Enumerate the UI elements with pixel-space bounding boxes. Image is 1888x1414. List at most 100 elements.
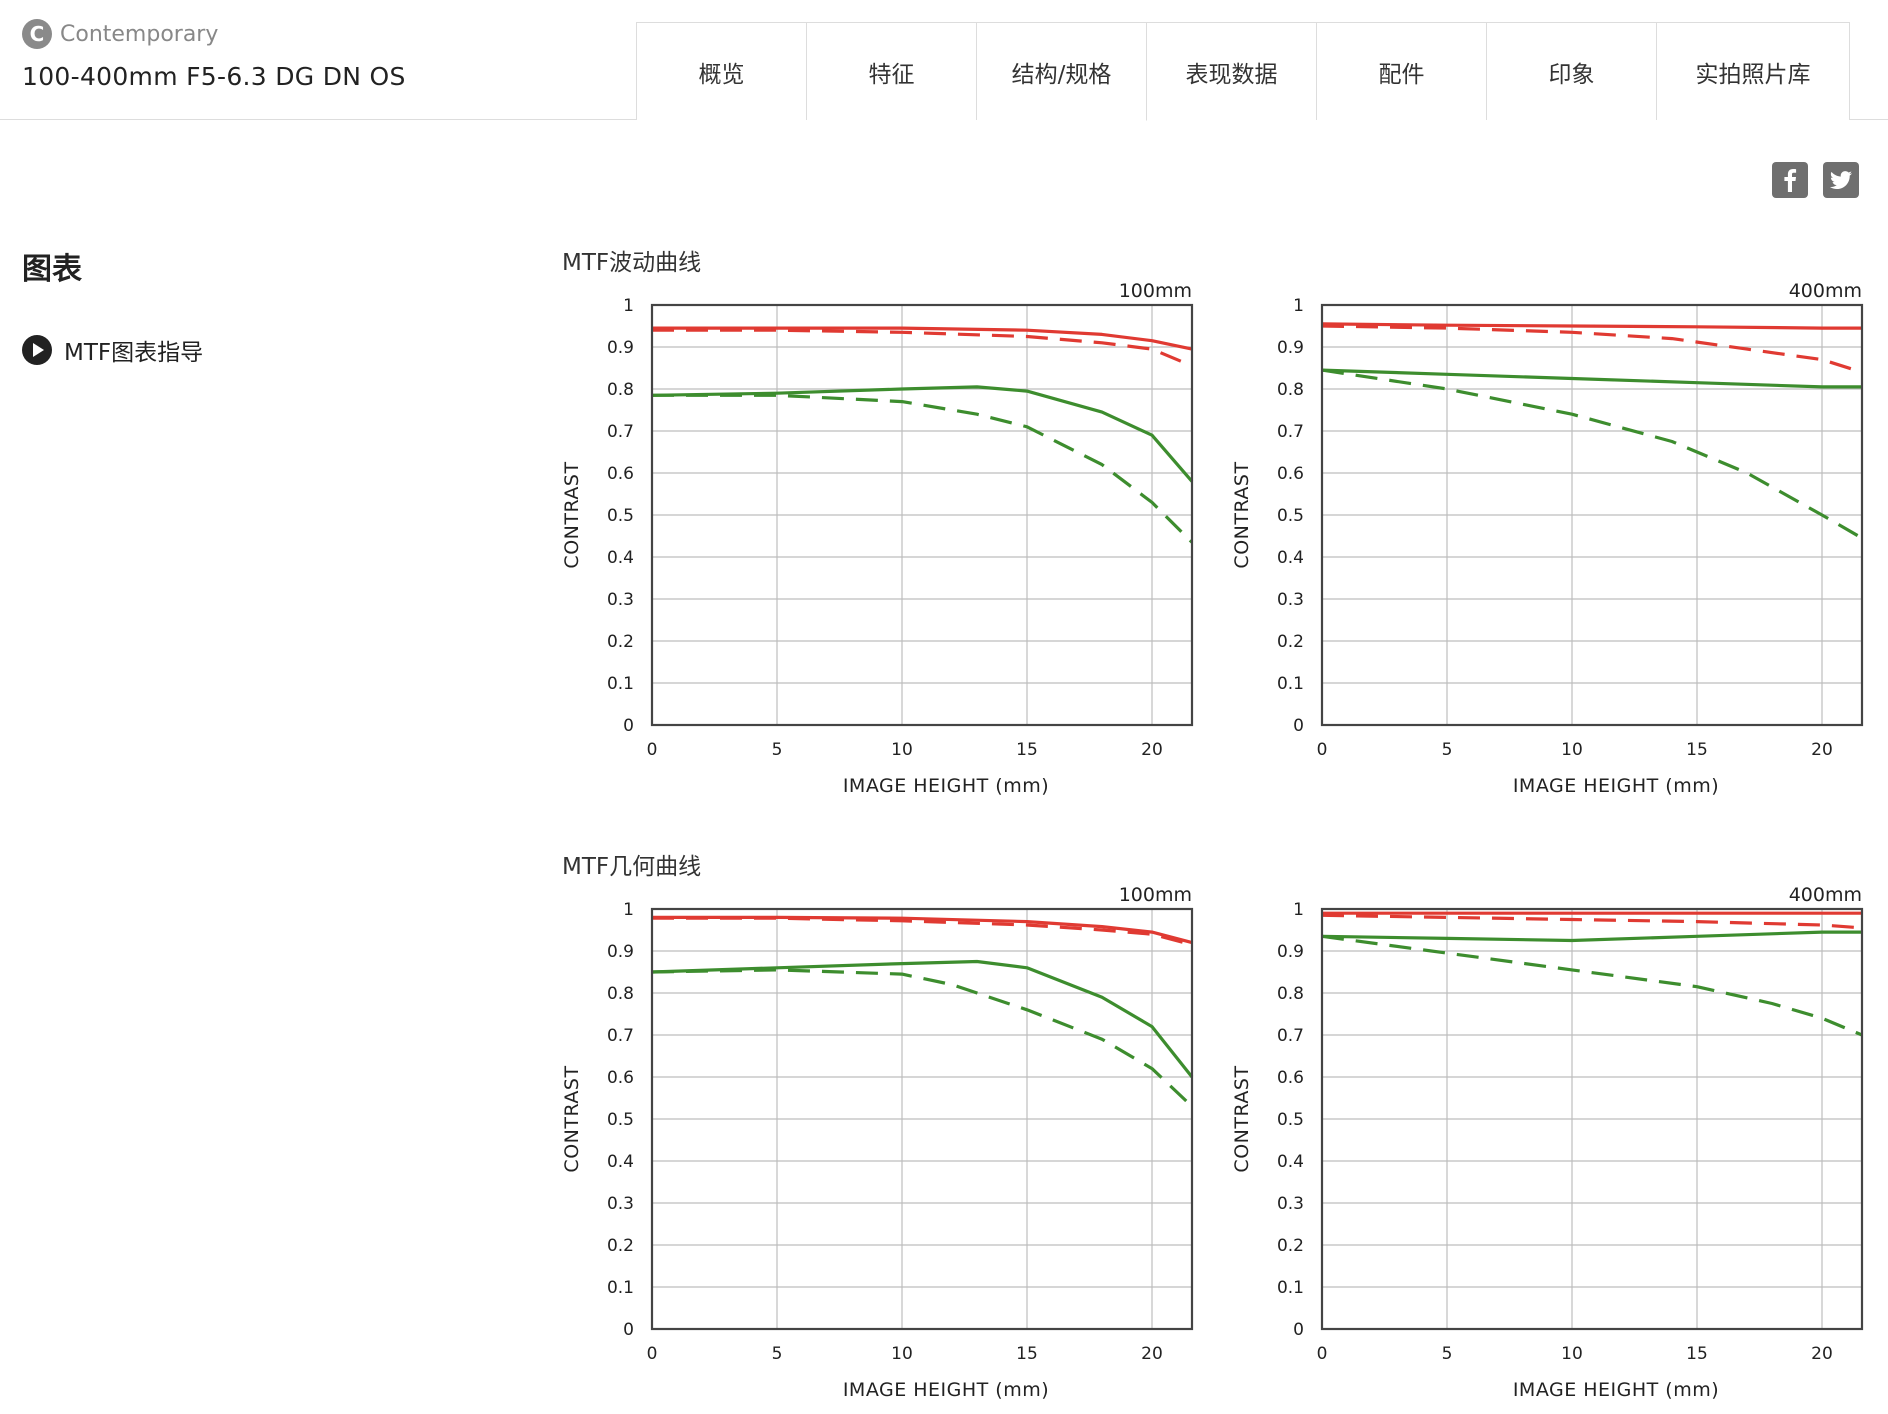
y-tick-label: 0.9 (1277, 942, 1304, 962)
mtf-chart-geometric-100mm: 00.10.20.30.40.50.60.70.80.910 5 10 15 20100… (561, 884, 1194, 1401)
y-tick-label: 0.5 (607, 506, 634, 526)
x-tick-label: 5 (772, 1344, 783, 1364)
y-tick-label: 1 (623, 296, 634, 316)
x-tick-label: 10 (1561, 740, 1583, 760)
facebook-share-button[interactable] (1772, 162, 1808, 198)
plot-frame (1320, 303, 1864, 727)
x-tick-label: 5 (772, 740, 783, 760)
y-tick-label: 0.2 (607, 632, 634, 652)
series-line-red-dashed (652, 328, 1193, 368)
series-line-green-solid (651, 385, 1194, 483)
contemporary-c-icon: C (22, 19, 52, 49)
tab-construction-specs[interactable]: 结构/规格 (976, 22, 1146, 120)
series-line-green-dashed (1321, 368, 1863, 540)
y-tick-label: 0.6 (1277, 1068, 1304, 1088)
y-tick-label: 0.1 (1277, 1278, 1304, 1298)
series-line-red-solid (652, 915, 1193, 945)
y-tick-label: 0.3 (1277, 590, 1304, 610)
y-tick-label: 0.5 (1277, 506, 1304, 526)
y-tick-label: 0.9 (607, 338, 634, 358)
brand-logo[interactable]: C Contemporary (22, 18, 218, 50)
y-axis-label: CONTRAST (1231, 1065, 1253, 1172)
plot-frame (1320, 907, 1864, 1331)
series-line-red-dashed (652, 916, 1193, 947)
tab-photo-gallery[interactable]: 实拍照片库 (1656, 22, 1850, 120)
y-tick-label: 0.2 (1277, 632, 1304, 652)
product-title: 100-400mm F5-6.3 DG DN OS (22, 62, 406, 91)
section-title-geometric: MTF几何曲线 (562, 854, 702, 880)
y-tick-label: 0.3 (607, 1194, 634, 1214)
y-tick-label: 0.4 (607, 1152, 634, 1172)
x-tick-label: 10 (1561, 1344, 1583, 1364)
y-tick-label: 0 (1293, 1320, 1304, 1340)
y-tick-label: 0.5 (607, 1110, 634, 1130)
twitter-icon (1830, 171, 1852, 189)
y-axis-label: CONTRAST (1231, 461, 1253, 568)
twitter-share-button[interactable] (1823, 162, 1859, 198)
y-axis-label: CONTRAST (561, 461, 583, 568)
focal-length-label: 400mm (1789, 280, 1862, 302)
x-tick-label: 20 (1141, 1344, 1163, 1364)
x-tick-label: 20 (1811, 740, 1833, 760)
series-line-red-solid (652, 326, 1193, 351)
y-tick-label: 0.4 (1277, 1152, 1304, 1172)
x-axis-label: IMAGE HEIGHT (mm) (1513, 1379, 1719, 1401)
y-tick-label: 0.6 (607, 464, 634, 484)
x-tick-label: 5 (1442, 1344, 1453, 1364)
facebook-icon (1784, 169, 1797, 192)
x-tick-label: 10 (891, 1344, 913, 1364)
x-tick-label: 0 (647, 740, 658, 760)
site-header: C Contemporary 100-400mm F5-6.3 DG DN OS… (0, 0, 1888, 121)
y-tick-label: 0.3 (1277, 1194, 1304, 1214)
mtf-chart-geometric-400mm: 00.10.20.30.40.50.60.70.80.910 5 10 15 20400… (1231, 884, 1864, 1401)
plot-frame (650, 907, 1194, 1331)
y-tick-label: 0.1 (607, 1278, 634, 1298)
y-tick-label: 0.8 (607, 984, 634, 1004)
x-axis-label: IMAGE HEIGHT (mm) (843, 775, 1049, 797)
x-axis-label: IMAGE HEIGHT (mm) (843, 1379, 1049, 1401)
y-tick-label: 0.6 (607, 1068, 634, 1088)
focal-length-label: 100mm (1119, 884, 1192, 906)
y-tick-label: 0 (623, 716, 634, 736)
x-tick-label: 15 (1686, 740, 1708, 760)
tab-performance-data[interactable]: 表现数据 (1146, 22, 1316, 121)
x-tick-label: 20 (1141, 740, 1163, 760)
y-tick-label: 1 (1293, 900, 1304, 920)
series-line-red-dashed (1321, 913, 1863, 930)
section-title-diffraction: MTF波动曲线 (562, 250, 702, 276)
x-tick-label: 10 (891, 740, 913, 760)
x-tick-label: 0 (1317, 740, 1328, 760)
x-tick-label: 15 (1016, 1344, 1038, 1364)
plot-frame (650, 303, 1194, 727)
x-tick-label: 15 (1686, 1344, 1708, 1364)
y-tick-label: 0.7 (1277, 422, 1304, 442)
y-tick-label: 0.6 (1277, 464, 1304, 484)
grid (1321, 304, 1862, 726)
tab-features[interactable]: 特征 (806, 22, 976, 120)
y-tick-label: 0.5 (1277, 1110, 1304, 1130)
y-tick-label: 0.4 (607, 548, 634, 568)
x-axis-label: IMAGE HEIGHT (mm) (1513, 775, 1719, 797)
series-line-green-solid (651, 959, 1194, 1078)
y-tick-label: 1 (623, 900, 634, 920)
y-tick-label: 0 (623, 1320, 634, 1340)
series-line-red-dashed (1321, 324, 1863, 374)
nav-tabs: 概览 特征 结构/规格 表现数据 配件 印象 实拍照片库 (636, 22, 1850, 121)
y-tick-label: 0.2 (1277, 1236, 1304, 1256)
tab-impressions[interactable]: 印象 (1486, 22, 1656, 120)
y-tick-label: 1 (1293, 296, 1304, 316)
focal-length-label: 100mm (1119, 280, 1192, 302)
y-tick-label: 0.7 (607, 1026, 634, 1046)
y-tick-label: 0.8 (1277, 380, 1304, 400)
brand-name: Contemporary (60, 21, 219, 47)
y-tick-label: 0.1 (1277, 674, 1304, 694)
mtf-guide-link[interactable]: MTF图表指导 (22, 333, 203, 367)
mtf-chart-diffraction-100mm: 00.10.20.30.40.50.60.70.80.910 5 10 15 20100… (561, 280, 1194, 797)
x-tick-label: 0 (1317, 1344, 1328, 1364)
tab-accessories[interactable]: 配件 (1316, 22, 1486, 120)
mtf-guide-label: MTF图表指导 (64, 340, 204, 366)
series-line-green-dashed (651, 968, 1194, 1108)
tab-overview[interactable]: 概览 (636, 22, 806, 120)
y-tick-label: 0.4 (1277, 548, 1304, 568)
sidebar-title: 图表 (22, 252, 82, 287)
